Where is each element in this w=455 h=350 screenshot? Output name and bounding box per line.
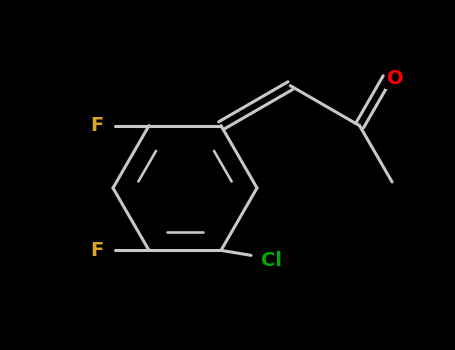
Text: F: F <box>91 116 104 135</box>
Text: F: F <box>91 241 104 260</box>
Text: O: O <box>387 69 404 88</box>
Text: Cl: Cl <box>261 251 282 270</box>
